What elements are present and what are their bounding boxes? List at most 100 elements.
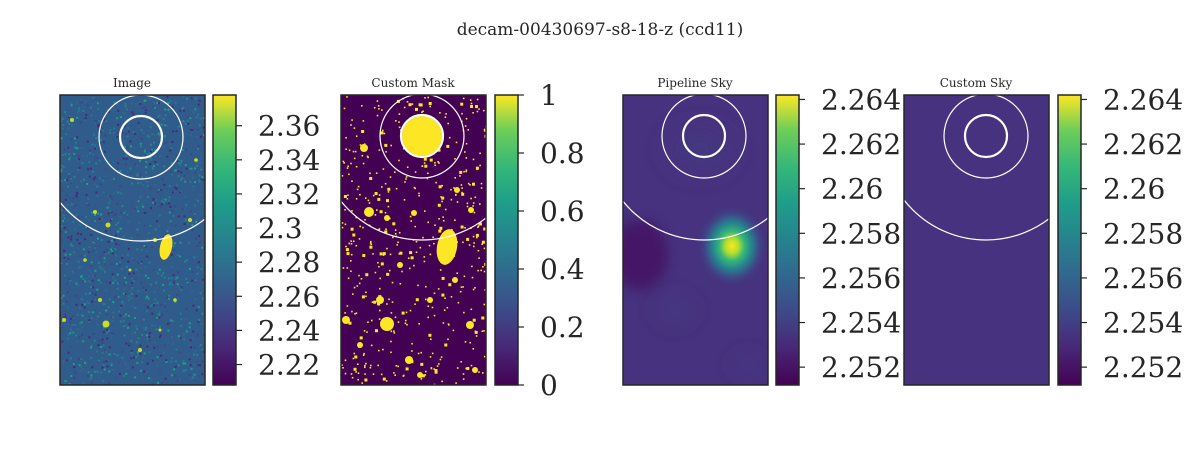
mask-pixel (462, 378, 465, 380)
image-noise-pixel (196, 144, 199, 147)
image-noise-pixel (99, 177, 101, 180)
mask-pixel (359, 336, 363, 340)
image-noise-pixel (131, 281, 134, 284)
image-noise-pixel (122, 235, 125, 238)
mask-pixel (474, 287, 476, 289)
mask-pixel (442, 216, 444, 218)
image-noise-pixel (179, 274, 182, 276)
image-noise-pixel (144, 288, 147, 291)
image-noise-pixel (177, 215, 180, 218)
mask-pixel (462, 373, 465, 375)
mask-pixel (395, 365, 398, 367)
mask-pixel (379, 252, 383, 256)
image-noise-pixel (188, 326, 191, 329)
image-noise-pixel (182, 95, 185, 98)
image-noise-pixel (184, 122, 187, 125)
image-noise-pixel (177, 160, 180, 163)
image-noise-pixel (74, 371, 77, 374)
image-noise-pixel (78, 165, 81, 167)
image-noise-pixel (170, 271, 173, 274)
image-outer-circle (98, 95, 184, 180)
image-noise-pixel (201, 176, 204, 179)
image-noise-pixel (202, 236, 205, 239)
image-noise-pixel (101, 357, 103, 360)
image-noise-pixel (71, 314, 74, 317)
image-noise-pixel (146, 295, 148, 298)
image-noise-pixel (94, 220, 96, 222)
mask-pixel (438, 218, 440, 220)
mask-pixel (472, 205, 474, 207)
image-noise-pixel (175, 130, 178, 133)
image-noise-pixel (78, 158, 81, 161)
image-noise-pixel (114, 285, 117, 288)
mask-source (468, 207, 474, 213)
image-noise-pixel (102, 344, 105, 347)
image-noise-pixel (193, 256, 196, 259)
image-noise-pixel (189, 343, 192, 346)
mask-pixel (365, 362, 367, 365)
image-noise-pixel (67, 333, 70, 336)
mask-pixel (452, 329, 455, 332)
mask-source (342, 316, 350, 324)
image-noise-pixel (142, 132, 145, 134)
mask-pixel (351, 210, 353, 212)
image-noise-pixel (68, 173, 71, 175)
image-noise-pixel (164, 208, 167, 211)
image-noise-pixel (106, 365, 109, 368)
image-noise-pixel (99, 281, 102, 284)
image-noise-pixel (159, 240, 162, 243)
mask-pixel (348, 173, 350, 176)
mask-pixel (471, 265, 473, 268)
image-noise-pixel (169, 253, 172, 256)
image-noise-pixel (195, 237, 198, 240)
image-noise-pixel (107, 195, 110, 198)
mask-pixel (341, 222, 344, 224)
image-noise-pixel (81, 305, 84, 308)
image-noise-pixel (148, 126, 151, 129)
image-noise-pixel (126, 367, 129, 370)
mask-pixel (403, 147, 405, 150)
image-noise-pixel (147, 297, 150, 300)
image-noise-pixel (128, 272, 131, 275)
mask-pixel (370, 344, 373, 347)
image-noise-pixel (126, 145, 129, 148)
mask-pixel (428, 102, 432, 105)
image-noise-pixel (144, 109, 146, 112)
image-noise-pixel (80, 321, 83, 324)
mask-pixel (385, 228, 387, 230)
image-noise-pixel (171, 161, 174, 164)
image-noise-pixel (156, 119, 159, 122)
image-noise-pixel (73, 175, 76, 178)
image-noise-pixel (154, 202, 156, 205)
image-noise-pixel (135, 103, 138, 106)
image-noise-pixel (90, 114, 93, 117)
mask-large-arc (341, 200, 486, 241)
mask-pixel (361, 130, 365, 133)
image-noise-pixel (185, 259, 188, 262)
image-noise-pixel (158, 368, 161, 371)
image-noise-pixel (98, 165, 101, 167)
mask-pixel (475, 105, 478, 109)
image-noise-pixel (108, 201, 111, 204)
mask-pixel (353, 127, 356, 129)
mask-source (472, 367, 478, 373)
image-noise-pixel (123, 334, 126, 337)
image-noise-pixel (130, 293, 133, 295)
mask-colorbar-tick-label: 0.4 (540, 253, 585, 286)
image-noise-pixel (170, 147, 173, 149)
mask-pixel (389, 176, 392, 178)
image-noise-pixel (75, 194, 78, 197)
image-noise-pixel (74, 206, 77, 208)
image-noise-pixel (146, 153, 149, 156)
image-noise-pixel (153, 165, 155, 167)
image-noise-pixel (131, 277, 133, 280)
image-noise-pixel (158, 214, 161, 217)
image-noise-pixel (74, 157, 77, 160)
image-noise-pixel (100, 213, 103, 216)
mask-pixel (398, 231, 401, 234)
mask-pixel (460, 102, 464, 106)
image-noise-pixel (62, 360, 65, 363)
image-noise-pixel (137, 200, 140, 203)
image-noise-pixel (91, 381, 94, 384)
image-noise-pixel (149, 224, 152, 227)
